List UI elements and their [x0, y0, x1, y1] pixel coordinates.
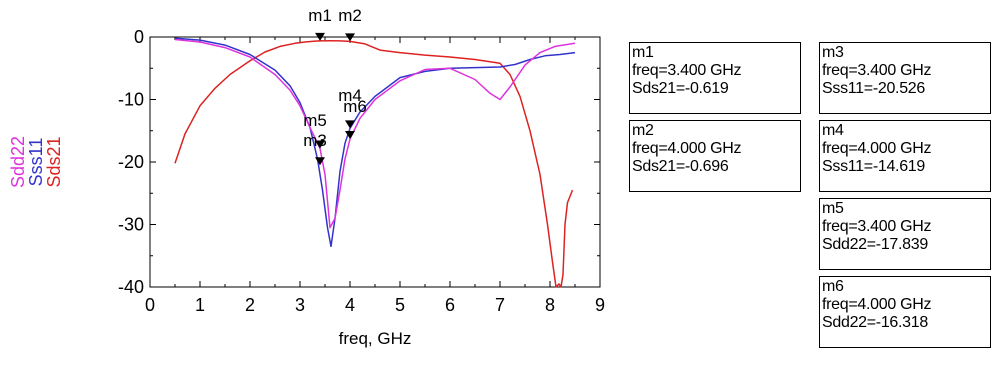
readout-freq: freq=4.000 GHz — [822, 140, 932, 157]
marker-m6-triangle — [345, 130, 355, 139]
x-tick-label: 9 — [595, 295, 605, 315]
readout-id: m2 — [632, 122, 654, 139]
readout-m6: m6 freq=4.000 GHz Sdd22=-16.318 — [819, 276, 991, 348]
readout-value: Sss11=-14.619 — [822, 158, 925, 175]
series-lines — [174, 37, 576, 288]
marker-m6-label: m6 — [343, 97, 367, 116]
marker-m4-label: m4 — [338, 86, 362, 105]
y-tick-label: -30 — [118, 215, 144, 235]
x-tick-label: 1 — [195, 295, 205, 315]
marker-m1-label: m1 — [308, 6, 332, 25]
series-line-sds21 — [174, 40, 574, 288]
readout-value: Sds21=-0.696 — [632, 158, 729, 175]
readout-m1: m1 freq=3.400 GHz Sds21=-0.619 — [629, 42, 801, 114]
plot-frame — [149, 36, 601, 288]
x-tick-label: 6 — [445, 295, 455, 315]
readout-freq: freq=4.000 GHz — [822, 296, 932, 313]
readout-freq: freq=3.400 GHz — [822, 218, 932, 235]
readout-id: m4 — [822, 122, 844, 139]
readout-id: m3 — [822, 44, 844, 61]
marker-m5-triangle — [315, 140, 325, 149]
readout-id: m1 — [632, 44, 654, 61]
readout-m3: m3 freq=3.400 GHz Sss11=-20.526 — [819, 42, 991, 114]
marker-m3-triangle — [315, 157, 325, 166]
x-tick-label: 4 — [345, 295, 355, 315]
marker-m2-triangle — [345, 33, 355, 42]
marker-m3-label: m3 — [303, 131, 327, 150]
legend-sss11: Sss11 — [26, 138, 46, 187]
x-tick-label: 0 — [145, 295, 155, 315]
marker-m2-label: m2 — [338, 6, 362, 25]
x-tick-label: 7 — [495, 295, 505, 315]
readout-value: Sds21=-0.619 — [632, 80, 729, 97]
x-tick-label: 8 — [545, 295, 555, 315]
readout-id: m5 — [822, 200, 844, 217]
readout-freq: freq=4.000 GHz — [632, 140, 742, 157]
x-tick-label: 2 — [245, 295, 255, 315]
markers: m1 m2 m3 m4 m5 m6 — [303, 6, 367, 166]
readout-value: Sdd22=-16.318 — [822, 314, 928, 331]
readout-freq: freq=3.400 GHz — [632, 62, 742, 79]
readout-id: m6 — [822, 278, 844, 295]
x-axis-label: freq, GHz — [339, 329, 412, 348]
axes: 0 1 2 3 4 5 6 7 8 9 0 -10 -20 -30 -40 freq, GHz — [118, 27, 605, 348]
y-tick-label: 0 — [134, 27, 144, 47]
legend-sdd22: Sdd22 — [8, 136, 28, 188]
readout-freq: freq=3.400 GHz — [822, 62, 932, 79]
readout-value: Sdd22=-17.839 — [822, 236, 928, 253]
readout-m5: m5 freq=3.400 GHz Sdd22=-17.839 — [819, 198, 991, 270]
marker-m4-triangle — [345, 120, 355, 129]
series-line-sdd22 — [174, 38, 576, 229]
marker-m1-triangle — [315, 32, 325, 41]
readout-m4: m4 freq=4.000 GHz Sss11=-14.619 — [819, 120, 991, 192]
readout-value: Sss11=-20.526 — [822, 80, 925, 97]
x-tick-label: 5 — [395, 295, 405, 315]
y-tick-label: -10 — [118, 90, 144, 110]
y-tick-label: -20 — [118, 152, 144, 172]
legend-sds21: Sds21 — [44, 136, 64, 187]
x-tick-label: 3 — [295, 295, 305, 315]
readout-m2: m2 freq=4.000 GHz Sds21=-0.696 — [629, 120, 801, 192]
y-tick-label: -40 — [118, 277, 144, 297]
marker-m5-label: m5 — [303, 111, 327, 130]
series-line-sss11 — [174, 37, 576, 248]
